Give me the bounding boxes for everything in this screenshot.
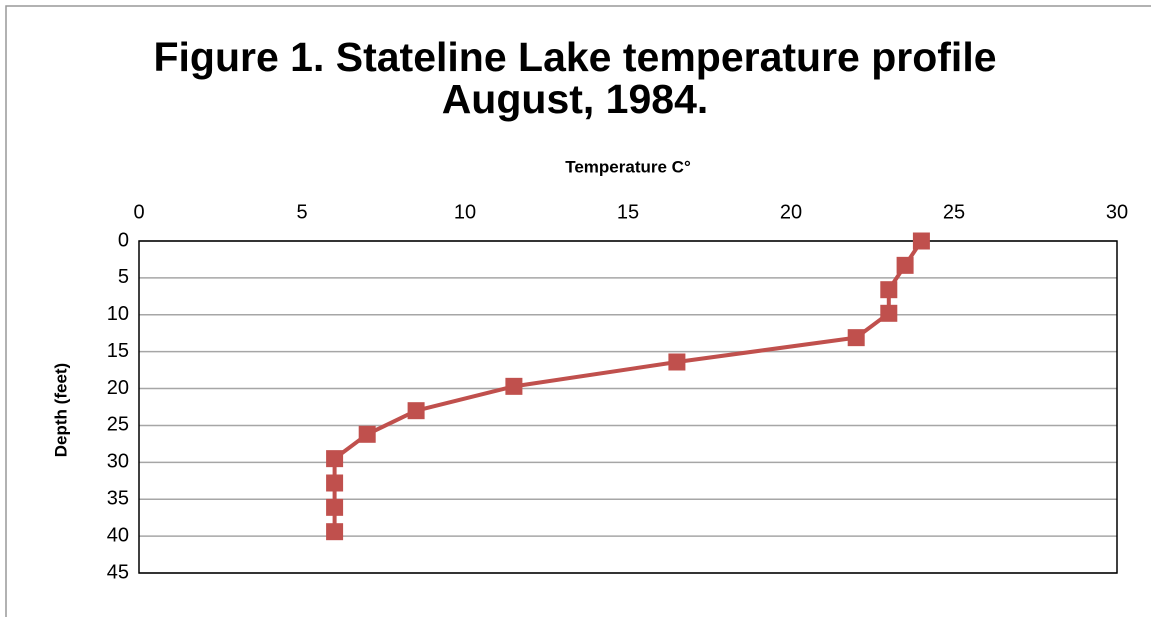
data-point xyxy=(326,450,344,468)
y-axis-title: Depth (feet) xyxy=(51,363,70,457)
x-tick-label: 25 xyxy=(943,201,965,223)
data-point xyxy=(880,304,898,322)
y-tick-label: 20 xyxy=(107,377,129,399)
data-point xyxy=(407,402,425,420)
x-tick-label: 20 xyxy=(780,201,802,223)
chart-frame xyxy=(5,5,1151,617)
data-point xyxy=(847,329,865,347)
x-tick-label: 15 xyxy=(617,201,639,223)
y-tick-label: 15 xyxy=(107,340,129,362)
y-tick-label: 10 xyxy=(107,303,129,325)
y-tick-label: 35 xyxy=(107,488,129,510)
data-point xyxy=(912,232,930,250)
y-tick-label: 0 xyxy=(118,229,129,251)
data-point xyxy=(668,353,686,371)
data-point xyxy=(505,377,523,395)
data-point xyxy=(358,425,376,443)
plot-border xyxy=(138,240,1118,574)
data-point xyxy=(326,523,344,541)
data-line xyxy=(332,239,924,532)
chart-title: August, 1984. xyxy=(442,76,709,122)
x-tick-label: 10 xyxy=(454,201,476,223)
y-tick-label: 30 xyxy=(107,451,129,473)
x-tick-label: 0 xyxy=(133,201,144,223)
x-tick-label: 30 xyxy=(1106,201,1128,223)
data-point xyxy=(326,474,344,492)
x-axis-title: Temperature C° xyxy=(565,157,691,176)
data-point xyxy=(326,498,344,516)
y-tick-label: 25 xyxy=(107,414,129,436)
data-point xyxy=(880,281,898,299)
x-tick-label: 5 xyxy=(296,201,307,223)
data-point xyxy=(896,256,914,274)
y-tick-label: 5 xyxy=(118,266,129,288)
y-tick-label: 40 xyxy=(107,524,129,546)
chart-title: Figure 1. Stateline Lake temperature pro… xyxy=(153,34,996,80)
y-tick-label: 45 xyxy=(107,561,129,583)
